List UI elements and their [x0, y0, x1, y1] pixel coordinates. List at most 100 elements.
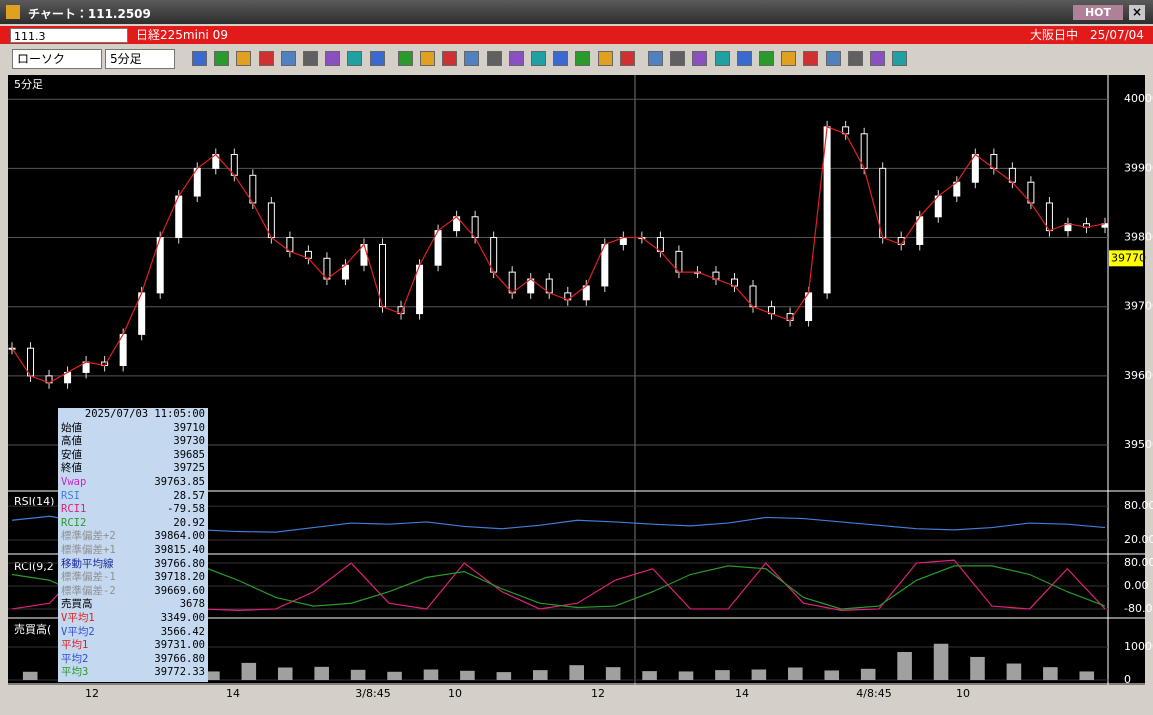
panel-label: RSI(14): [14, 495, 54, 508]
info-label: 売買高: [61, 598, 93, 611]
info-row: 売買高 3678: [58, 598, 208, 612]
tool-button[interactable]: [192, 51, 207, 66]
info-label: V平均1: [61, 611, 95, 624]
last-price-box: [1109, 250, 1143, 267]
info-row: 平均3 39772.33: [58, 666, 208, 680]
volume-bar: [605, 667, 621, 681]
info-value: 39864.00: [154, 530, 205, 543]
info-row: Vwap 39763.85: [58, 476, 208, 490]
instrument-bar: 日経225mini 09 大阪日中 25/07/04: [0, 26, 1153, 44]
chart-type-select[interactable]: ローソク: [12, 49, 102, 69]
tool-button[interactable]: [486, 51, 502, 66]
info-row: 2025/07/03 11:05:00: [58, 408, 208, 422]
info-label: 平均2: [61, 652, 89, 665]
close-button[interactable]: ×: [1129, 5, 1145, 20]
tool-button[interactable]: [347, 51, 363, 66]
tool-button[interactable]: [303, 51, 318, 66]
y-tick-label: -80.00: [1124, 602, 1153, 615]
info-label: RCI2: [61, 516, 87, 529]
tool-button[interactable]: [714, 51, 730, 66]
volume-bar: [678, 671, 694, 681]
info-label: 標準偏差-1: [61, 571, 116, 584]
tool-button[interactable]: [736, 51, 752, 66]
candle: [138, 292, 146, 335]
tool-button[interactable]: [870, 51, 885, 66]
tool-button[interactable]: [847, 51, 863, 66]
tool-button[interactable]: [825, 51, 841, 66]
info-label: 高値: [61, 435, 82, 448]
toolbar: ローソク 5分足: [0, 46, 1153, 72]
tool-button[interactable]: [508, 51, 524, 66]
info-value: 39718.20: [154, 571, 205, 584]
x-tick-label: 12: [85, 687, 99, 700]
info-label: Vwap: [61, 475, 87, 488]
info-value: 28.57: [173, 489, 205, 502]
candle: [823, 126, 831, 294]
info-row: 平均2 39766.80: [58, 653, 208, 667]
x-tick-label: 10: [448, 687, 462, 700]
tool-button[interactable]: [258, 51, 274, 66]
tool-button[interactable]: [553, 51, 569, 66]
tool-button[interactable]: [397, 51, 413, 66]
tool-button[interactable]: [420, 51, 435, 66]
volume-bar: [1043, 667, 1058, 681]
volume-bar: [860, 668, 876, 681]
tool-button[interactable]: [369, 51, 385, 66]
tool-button[interactable]: [597, 51, 613, 66]
info-datetime: 2025/07/03 11:05:00: [84, 408, 205, 420]
tool-button[interactable]: [692, 51, 708, 66]
y-tick-label: 80.00: [1124, 499, 1153, 512]
tool-button[interactable]: [619, 51, 635, 66]
volume-bar: [897, 651, 912, 681]
info-value: 39731.00: [154, 639, 205, 652]
tool-button[interactable]: [531, 51, 546, 66]
y-tick-label: 40000: [1124, 92, 1153, 105]
info-panel: 2025/07/03 11:05:00 始値 39710 高値 39730 安値 39685…: [58, 408, 208, 682]
tool-button[interactable]: [214, 51, 230, 66]
volume-bar: [314, 666, 329, 681]
y-tick-label: 39900: [1124, 161, 1153, 174]
tool-button[interactable]: [575, 51, 591, 66]
volume-bar: [423, 669, 439, 681]
interval-select[interactable]: 5分足: [105, 49, 175, 69]
volume-bar: [642, 671, 657, 681]
info-label: 平均1: [61, 639, 89, 652]
close-line: [11, 126, 1106, 384]
info-row: 安値 39685: [58, 449, 208, 463]
tool-button[interactable]: [803, 51, 819, 66]
info-value: 3678: [179, 598, 205, 611]
tool-button[interactable]: [670, 51, 686, 66]
tool-button[interactable]: [464, 51, 480, 66]
y-tick-label: 0.00: [1124, 579, 1149, 592]
tool-button[interactable]: [648, 51, 663, 66]
tool-button[interactable]: [781, 51, 797, 66]
tool-button[interactable]: [759, 51, 774, 66]
x-tick-label: 10: [956, 687, 970, 700]
info-value: 39730: [173, 435, 205, 448]
info-value: 39766.80: [154, 557, 205, 570]
tool-button[interactable]: [325, 51, 341, 66]
tool-button[interactable]: [280, 51, 296, 66]
volume-bar: [970, 656, 985, 681]
info-row: 標準偏差+1 39815.40: [58, 544, 208, 558]
tool-button[interactable]: [892, 51, 908, 66]
info-row: V平均1 3349.00: [58, 612, 208, 626]
volume-bar: [460, 670, 475, 681]
info-label: 移動平均線: [61, 557, 114, 570]
session: 大阪日中: [1030, 28, 1079, 42]
info-label: 安値: [61, 448, 82, 461]
x-tick-label: 14: [735, 687, 749, 700]
x-tick-label: 4/8:45: [856, 687, 891, 700]
info-row: 標準偏差-1 39718.20: [58, 571, 208, 585]
volume-bar: [751, 669, 767, 681]
app-icon: [6, 5, 20, 19]
info-value: 3349.00: [160, 611, 205, 624]
tool-button[interactable]: [442, 51, 458, 66]
info-label: V平均2: [61, 625, 95, 638]
hot-button[interactable]: HOT: [1073, 5, 1123, 20]
candle: [601, 243, 609, 287]
tool-button[interactable]: [236, 51, 252, 66]
code-input[interactable]: 111.3: [10, 28, 128, 43]
